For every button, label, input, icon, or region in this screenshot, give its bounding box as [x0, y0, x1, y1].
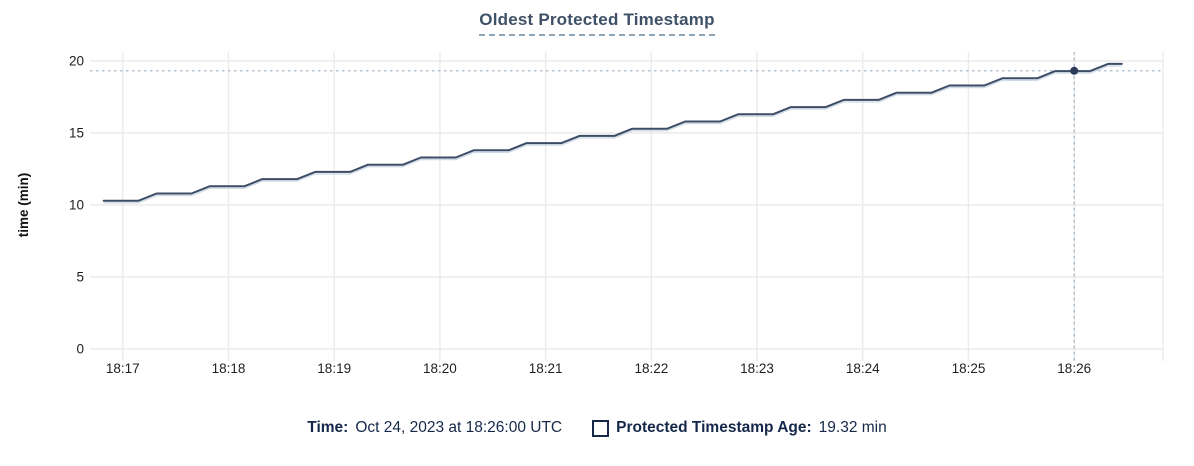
series-line-protected-timestamp-age — [102, 62, 1123, 202]
x-tick-label: 18:17 — [106, 361, 140, 376]
time-label: Time: — [307, 419, 349, 436]
chart-plot-area[interactable]: 0 5 10 15 20 18:17 18:18 18:19 18:20 18:21 18:22 18… — [0, 0, 1194, 410]
y-tick-label: 0 — [76, 342, 84, 357]
y-tick-label: 5 — [76, 270, 84, 285]
x-tick-label: 18:25 — [952, 361, 986, 376]
chart-title-row: Oldest Protected Timestamp — [0, 10, 1194, 36]
legend-protected-timestamp-age[interactable]: Protected Timestamp Age: 19.32 min — [592, 419, 887, 437]
chart-hover-legend: Time: Oct 24, 2023 at 18:26:00 UTC Prote… — [0, 419, 1194, 437]
x-tick-label: 18:24 — [846, 361, 880, 376]
x-tick-label: 18:21 — [529, 361, 563, 376]
series-value: 19.32 min — [818, 419, 887, 436]
x-tick-label: 18:26 — [1057, 361, 1091, 376]
chart-title[interactable]: Oldest Protected Timestamp — [479, 10, 715, 36]
series-line-underlay — [103, 65, 1122, 204]
y-tick-label: 15 — [69, 126, 84, 141]
series-label: Protected Timestamp Age: — [616, 419, 812, 436]
y-axis-title: time (min) — [16, 173, 31, 238]
x-tick-label: 18:19 — [317, 361, 351, 376]
x-tick-label: 18:20 — [423, 361, 457, 376]
legend-time: Time: Oct 24, 2023 at 18:26:00 UTC — [307, 419, 562, 437]
hover-point-dot — [1070, 66, 1079, 75]
y-tick-label: 20 — [69, 54, 84, 69]
x-tick-label: 18:23 — [740, 361, 774, 376]
time-value: Oct 24, 2023 at 18:26:00 UTC — [355, 419, 563, 436]
y-tick-label: 10 — [69, 198, 84, 213]
series-checkbox-icon[interactable] — [592, 419, 610, 437]
x-tick-label: 18:18 — [212, 361, 246, 376]
x-tick-label: 18:22 — [634, 361, 668, 376]
